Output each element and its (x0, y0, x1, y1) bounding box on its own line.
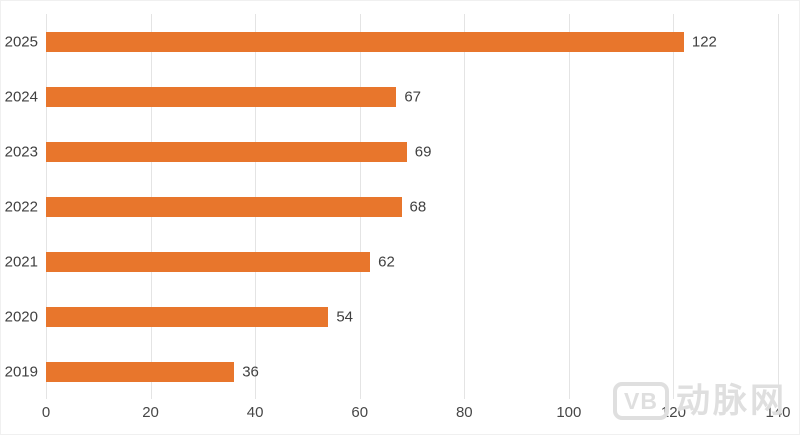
x-axis-tick-label-100: 100 (556, 404, 582, 421)
watermark-text: 动脉网 (676, 382, 787, 420)
bar-chart-plot-area: 2025 122 2024 67 2023 69 2022 68 2021 62 2020 54 201… (5, 14, 779, 399)
y-axis-category-label-2025: 2025 (4, 33, 38, 50)
watermark: VB 动脉网 (613, 382, 787, 420)
bar-2021 (46, 251, 371, 272)
y-axis-category-label-2019: 2019 (4, 363, 38, 380)
bar-row-2023: 2023 69 (5, 124, 778, 179)
gridline-120 (673, 14, 675, 399)
value-label-2022: 68 (409, 198, 427, 215)
x-axis-tick-label-40: 40 (246, 404, 264, 421)
gridline-80 (464, 14, 466, 399)
x-axis-tick-label-80: 80 (455, 404, 473, 421)
bar-row-2024: 2024 67 (5, 69, 778, 124)
value-label-2023: 69 (414, 143, 432, 160)
y-axis-category-label-2022: 2022 (4, 198, 38, 215)
bar-row-2021: 2021 62 (5, 234, 778, 289)
value-label-2019: 36 (242, 363, 259, 380)
bar-2022 (46, 196, 402, 217)
y-axis-category-label-2021: 2021 (4, 253, 38, 270)
value-label-2020: 54 (336, 308, 354, 325)
value-label-2025: 122 (691, 33, 717, 50)
vb-logo-icon: VB (613, 382, 669, 420)
y-axis-category-label-2024: 2024 (4, 88, 38, 105)
bar-2025 (46, 31, 684, 52)
bar-row-2019: 2019 36 (5, 344, 778, 399)
bar-row-2020: 2020 54 (5, 289, 778, 344)
value-label-2024: 67 (404, 88, 421, 105)
x-axis-tick-label-60: 60 (351, 404, 369, 421)
bar-row-2025: 2025 122 (5, 14, 778, 69)
bar-2019 (46, 361, 235, 382)
bar-2024 (46, 86, 397, 107)
x-axis-tick-label-20: 20 (142, 404, 159, 421)
y-axis-category-label-2023: 2023 (4, 143, 38, 160)
bar-2020 (46, 306, 329, 327)
gridline-140 (778, 14, 779, 399)
bar-row-2022: 2022 68 (5, 179, 778, 234)
y-axis-category-label-2020: 2020 (4, 308, 38, 325)
gridline-100 (568, 14, 570, 399)
x-axis-tick-label-140: 140 (765, 404, 791, 421)
value-label-2021: 62 (378, 253, 395, 270)
x-axis-tick-label-0: 0 (41, 404, 51, 421)
bar-2023 (46, 141, 407, 162)
